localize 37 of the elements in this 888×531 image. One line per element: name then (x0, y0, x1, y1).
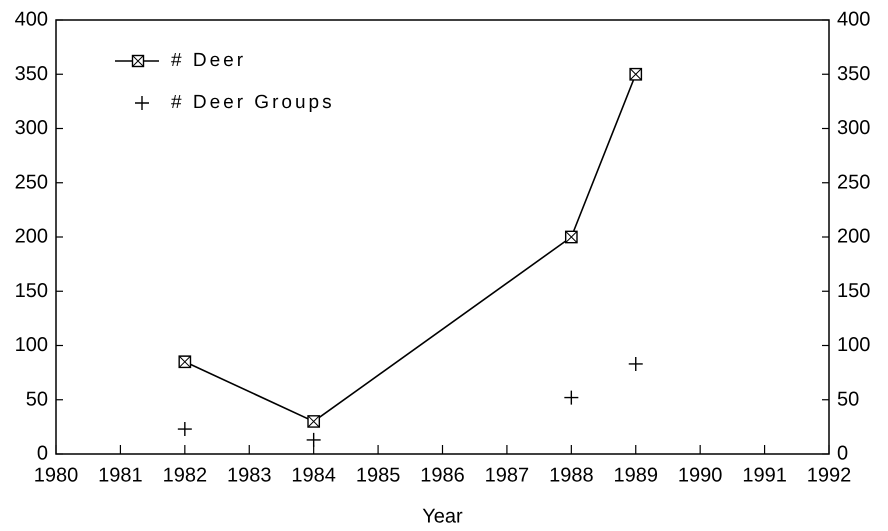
x-tick-label: 1984 (291, 464, 336, 487)
x-tick-label: 1992 (806, 464, 852, 487)
x-axis-title: Year (422, 506, 464, 528)
x-tick-label: 1983 (227, 464, 272, 487)
y2-tick-label: 50 (837, 388, 860, 410)
y2-tick-label: 100 (837, 334, 870, 356)
y-tick-label: 100 (14, 334, 48, 356)
y2-tick-label: 150 (837, 280, 870, 302)
y-tick-label: 400 (14, 8, 48, 31)
x-tick-label: 1980 (34, 464, 78, 487)
y2-tick-label: 250 (837, 171, 870, 194)
x-tick-label: 1989 (614, 464, 658, 487)
y-tick-label: 300 (14, 117, 48, 140)
y-tick-label: 250 (14, 171, 48, 194)
y2-tick-label: 400 (837, 8, 870, 31)
y-tick-label: 150 (14, 280, 48, 302)
x-tick-label: 1988 (549, 464, 594, 487)
legend-label: # Deer Groups (171, 92, 335, 114)
x-tick-label: 1985 (356, 464, 400, 487)
y-tick-label: 50 (26, 388, 48, 410)
legend-label: # Deer (171, 50, 246, 72)
x-tick-label: 1991 (742, 464, 787, 487)
x-tick-label: 1982 (162, 464, 208, 487)
y-tick-label: 200 (14, 226, 48, 248)
y2-tick-label: 200 (837, 226, 870, 248)
x-tick-label: 1986 (420, 464, 465, 487)
x-tick-label: 1990 (678, 464, 722, 487)
point (628, 356, 644, 372)
y2-tick-label: 300 (837, 117, 870, 140)
point (177, 421, 193, 437)
y2-tick-label: 350 (837, 62, 870, 85)
x-tick-label: 1987 (484, 464, 530, 487)
y-tick-label: 0 (36, 442, 48, 465)
point (564, 390, 580, 406)
x-tick-label: 1981 (98, 464, 143, 487)
y2-tick-label: 0 (837, 442, 848, 465)
y-tick-label: 350 (14, 62, 48, 85)
